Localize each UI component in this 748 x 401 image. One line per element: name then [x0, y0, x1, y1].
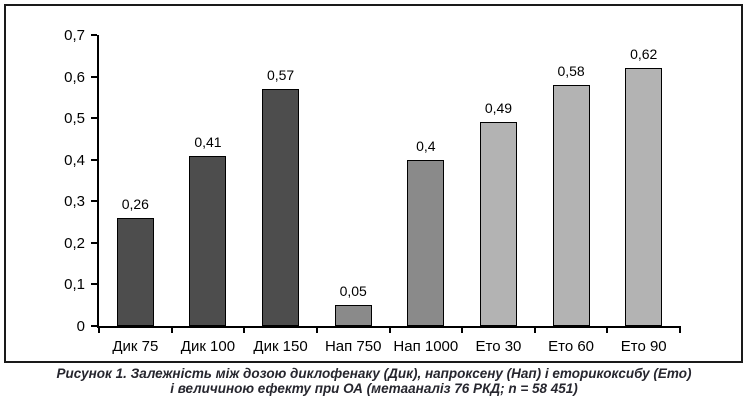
bar-дик-150	[262, 89, 300, 326]
y-axis-tick-label: 0	[76, 318, 85, 335]
figure-caption-line-2: і величиною ефекту при ОА (метааналіз 76…	[170, 381, 578, 397]
y-axis-tick-label: 0,3	[64, 193, 85, 211]
bar-value-label: 0,62	[630, 46, 658, 63]
y-axis-tick	[91, 75, 97, 78]
y-axis-tick	[91, 283, 97, 286]
x-axis-tick	[243, 326, 246, 333]
bar-value-label: 0,49	[484, 100, 513, 117]
figure-caption-line-1: Рисунок 1. Залежність між дозою диклофен…	[56, 366, 692, 381]
bar-chart-plot-area: 0 0,1 0,2 0,3 0,4 0,5 0,6 0,7 0,26 Дик 75 0,41 Дик …	[6, 6, 741, 361]
y-axis-tick	[91, 117, 97, 120]
bar-нап-750	[334, 305, 372, 326]
x-axis-category-label: Дик 150	[253, 338, 308, 355]
bar-дик-75	[116, 217, 154, 326]
bar-value-label: 0,58	[557, 62, 585, 79]
x-axis-category-label: Ето 60	[548, 338, 595, 355]
y-axis-tick	[91, 200, 97, 203]
figure-caption: Рисунок 1. Залежність між дозою диклофен…	[0, 366, 748, 396]
x-axis-category-label: Ето 30	[475, 338, 522, 355]
x-axis-category-label: Нап 750	[324, 338, 382, 355]
bar-value-label: 0,26	[121, 195, 149, 212]
y-axis-tick-label: 0,7	[64, 27, 85, 44]
x-axis-category-label: Нап 1000	[393, 338, 459, 355]
bar-value-label: 0,05	[339, 283, 367, 300]
bar-ето-60	[552, 84, 590, 326]
bar-value-label: 0,4	[416, 137, 436, 154]
y-axis-tick-label: 0,6	[64, 68, 85, 86]
y-axis-tick	[91, 158, 97, 161]
y-axis-tick-label: 0,1	[64, 276, 85, 294]
x-axis-tick	[679, 326, 681, 333]
bar-дик-100	[189, 155, 227, 326]
y-axis-tick	[91, 325, 97, 327]
x-axis-category-label: Дик 100	[180, 338, 236, 355]
x-axis-tick	[461, 326, 464, 333]
bar-нап-1000	[407, 159, 445, 326]
y-axis-tick	[91, 34, 97, 36]
x-axis-tick	[315, 326, 318, 333]
x-axis-tick	[606, 326, 609, 333]
bar-value-label: 0,57	[266, 67, 295, 84]
chart-frame: 0 0,1 0,2 0,3 0,4 0,5 0,6 0,7 0,26 Дик 75 0,41 Дик …	[4, 4, 743, 363]
y-axis-tick-label: 0,2	[64, 234, 85, 252]
y-axis-tick-label: 0,4	[64, 151, 85, 169]
x-axis-category-label: Ето 90	[620, 338, 667, 355]
x-axis-tick	[388, 326, 391, 333]
x-axis-tick	[533, 326, 536, 333]
y-axis-tick-label: 0,5	[64, 110, 85, 128]
x-axis-tick	[170, 326, 173, 333]
bar-ето-90	[625, 68, 663, 326]
x-axis-category-label: Дик 75	[112, 338, 159, 355]
x-axis-tick	[98, 326, 100, 333]
bar-ето-30	[479, 122, 517, 326]
y-axis-line	[97, 35, 99, 328]
y-axis-tick	[91, 241, 97, 244]
bar-value-label: 0,41	[194, 133, 222, 150]
